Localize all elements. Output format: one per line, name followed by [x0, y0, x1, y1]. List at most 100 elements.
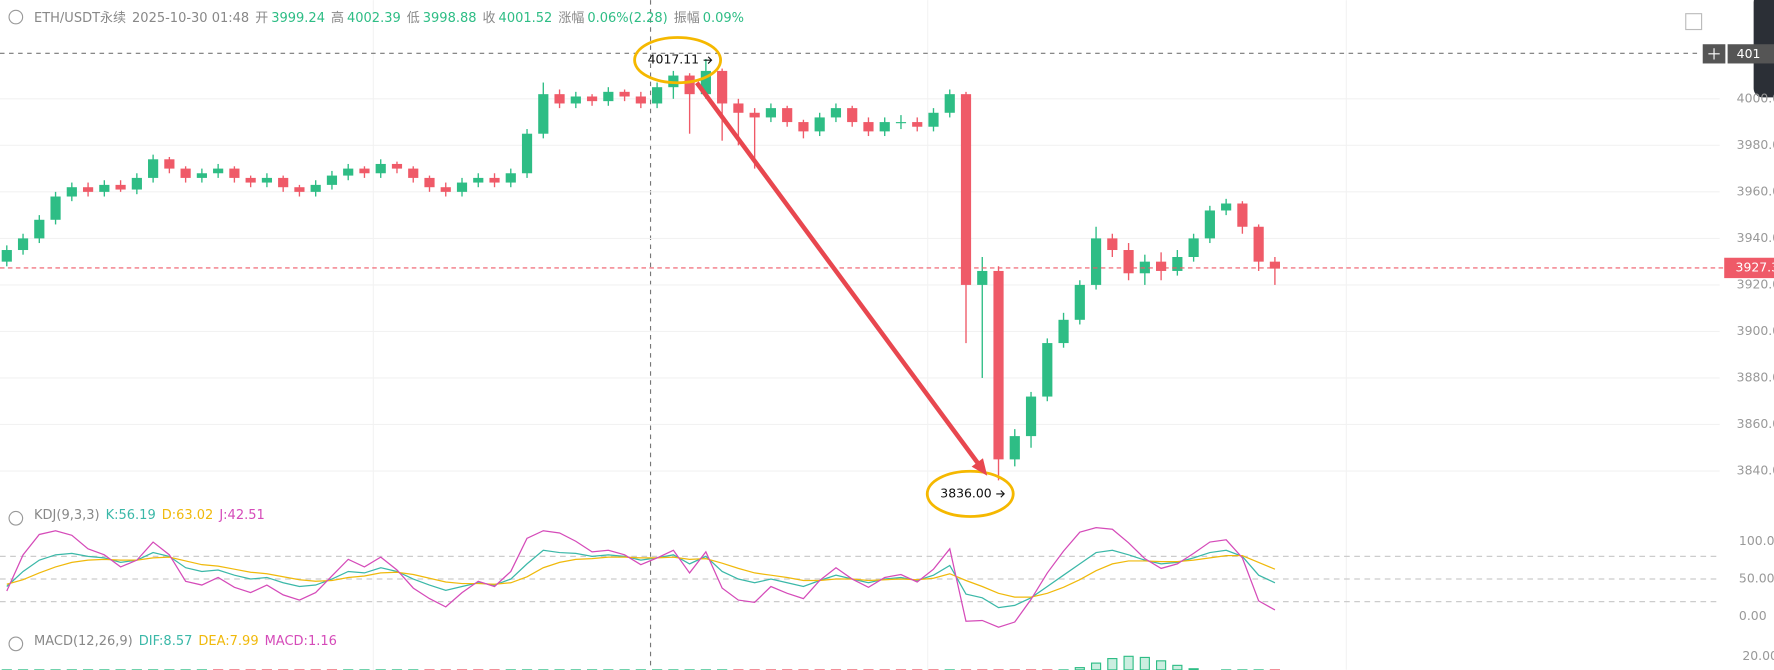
candle-body	[1123, 250, 1134, 274]
annotation-label: 4017.11	[648, 52, 699, 67]
fields: 开 3999.24 高 4002.39 低 3998.88 收 4001.52 涨幅 0.06%(…	[255, 11, 750, 26]
candle-body	[765, 108, 777, 118]
candle-body	[717, 70, 728, 104]
last-price-tag	[1724, 257, 1774, 279]
candle-body	[847, 108, 858, 123]
candle-body	[928, 112, 939, 127]
y-tick-label: 3960.00	[1737, 183, 1774, 198]
collapse-icon[interactable]	[8, 9, 24, 25]
candle-body	[895, 122, 907, 124]
candle-body	[1188, 238, 1199, 257]
macd-title: MACD(12,26,9)	[34, 634, 133, 649]
expand-icon[interactable]	[1685, 13, 1703, 31]
candle-body	[408, 168, 419, 178]
candle-body	[538, 94, 549, 134]
candle-body	[570, 96, 581, 104]
candle-body	[603, 91, 614, 102]
candle-body	[586, 96, 598, 102]
candle-body	[424, 177, 435, 188]
candle-body	[294, 187, 305, 192]
highlight-ellipse	[925, 469, 1015, 518]
candle-body	[245, 177, 256, 183]
candle-body	[993, 270, 1004, 460]
candle-body	[652, 87, 663, 104]
candle-body	[830, 108, 842, 118]
candle-body	[1253, 226, 1264, 262]
field-label: 振幅	[673, 11, 700, 26]
y-tick-label: 20.00	[1742, 648, 1774, 663]
candle-body	[359, 168, 370, 174]
candle-body	[814, 117, 825, 132]
macd-bar	[1172, 664, 1183, 670]
candle-body	[944, 94, 955, 113]
kdj-line	[6, 554, 1276, 598]
kdj-line	[6, 549, 1276, 609]
legend-entry: K:56.19	[105, 508, 156, 523]
candle-body	[684, 75, 695, 95]
candle-body	[229, 168, 240, 178]
candle-body	[1025, 396, 1037, 437]
macd-bar	[1090, 662, 1102, 670]
legend-entry: DEA:7.99	[198, 634, 259, 649]
legend-entry: D:63.02	[161, 508, 214, 523]
collapse-icon[interactable]	[8, 510, 24, 526]
collapse-icon[interactable]	[8, 636, 24, 652]
kdj-line	[6, 527, 1276, 628]
crosshair-tag	[1727, 44, 1774, 64]
candle-body	[1204, 210, 1215, 239]
candle-body	[977, 270, 988, 285]
annotation-label: 3836.00	[940, 485, 992, 500]
candle-body	[99, 184, 110, 192]
y-tick-label: 3940.00	[1737, 230, 1774, 245]
candle-body	[554, 94, 565, 104]
candle-body	[164, 159, 175, 169]
candle-body	[912, 122, 923, 127]
symbol: ETH/USDT永续	[34, 11, 127, 26]
last-price-label: 3927.3	[1736, 259, 1774, 274]
candle-body	[440, 187, 451, 192]
candle-body	[1221, 203, 1232, 211]
candle-body	[733, 103, 744, 113]
candle-body	[960, 94, 972, 285]
macd-bar	[1107, 658, 1118, 670]
field-label: 收	[482, 11, 496, 26]
time: 2025-10-30 01:48	[132, 11, 250, 26]
candle-body	[1058, 319, 1069, 344]
candle-body	[278, 177, 289, 188]
y-tick-label: 3860.00	[1737, 416, 1774, 431]
candle-body	[196, 173, 207, 178]
candle-body	[879, 122, 890, 132]
y-tick-label: 0.00	[1739, 608, 1767, 623]
annotation-arrow	[703, 56, 713, 64]
candle-body	[456, 182, 468, 192]
candle-body	[1172, 256, 1183, 271]
candle-body	[1107, 238, 1118, 251]
candle-body	[375, 163, 386, 174]
price-header: ETH/USDT永续 2025-10-30 01:48 开 3999.24 高 4002.…	[34, 7, 756, 26]
field-value: 0.06%(2.28)	[587, 11, 668, 26]
candle-body	[310, 184, 321, 192]
field-label: 低	[406, 11, 420, 26]
y-tick-label: 3840.00	[1737, 463, 1774, 478]
y-tick-label: 3900.00	[1737, 323, 1774, 338]
field-value: 3999.24	[271, 11, 325, 26]
y-tick-label: 3880.00	[1737, 369, 1774, 384]
candle-body	[619, 91, 630, 97]
highlight-ellipse	[633, 36, 722, 85]
macd-bar	[1123, 655, 1134, 670]
candle-body	[521, 133, 533, 174]
candle-body	[1090, 238, 1102, 285]
y-tick-label: 100.00	[1739, 533, 1774, 548]
candle-body	[1156, 261, 1167, 271]
field-value: 4002.39	[346, 11, 401, 26]
field-label: 开	[255, 11, 269, 26]
field-label: 高	[330, 11, 344, 26]
candle-body	[1269, 261, 1280, 269]
plus-icon	[1708, 48, 1720, 60]
candle-body	[1042, 343, 1053, 397]
candle-body	[1009, 436, 1020, 460]
candle-body	[17, 238, 29, 251]
field-value: 0.09%	[702, 11, 745, 26]
